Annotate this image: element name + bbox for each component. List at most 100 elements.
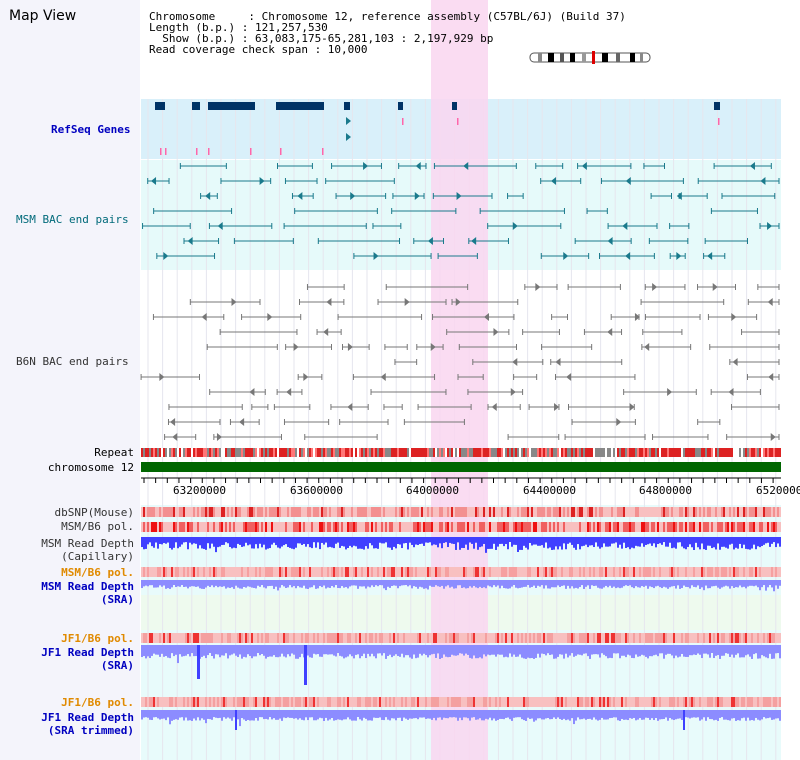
jf1-depth-trimmed-bar xyxy=(143,710,145,718)
jf1-depth-trimmed-bar xyxy=(481,710,483,721)
jf1-b6-pol-strip-2 xyxy=(207,697,209,707)
jf1-depth-trimmed-bar xyxy=(437,710,439,718)
msm-depth-capillary-bar xyxy=(607,537,609,547)
jf1-depth-bar xyxy=(443,645,445,655)
dbsnp-strip xyxy=(651,507,653,517)
repeat-segment xyxy=(255,448,257,457)
msm-b6-pol-strip xyxy=(735,522,737,532)
msm-depth-capillary-bar xyxy=(147,537,149,545)
repeat-segment xyxy=(235,448,237,457)
repeat-segment xyxy=(507,448,509,457)
repeat-segment xyxy=(649,448,651,457)
repeat-segment xyxy=(389,448,391,457)
jf1-depth-bar xyxy=(363,645,365,654)
dbsnp-strip xyxy=(211,507,213,517)
repeat-segment xyxy=(233,448,235,457)
jf1-b6-pol-strip xyxy=(223,633,225,643)
repeat-segment xyxy=(341,448,343,457)
msm-b6-pol-strip-2 xyxy=(731,567,733,577)
repeat-segment xyxy=(217,448,219,457)
jf1-b6-pol-strip xyxy=(361,633,363,643)
msm-depth-capillary-bar xyxy=(305,537,307,547)
msm-b6-pol-strip xyxy=(733,522,735,532)
jf1-depth-trimmed-bar xyxy=(529,710,531,719)
repeat-segment xyxy=(429,448,431,457)
repeat-segment xyxy=(427,448,429,457)
jf1-b6-pol-strip xyxy=(453,633,455,643)
msm-b6-pol-strip xyxy=(553,522,555,532)
dbsnp-strip xyxy=(667,507,669,517)
msm-depth-capillary-bar xyxy=(705,537,707,550)
dbsnp-strip xyxy=(439,507,441,517)
jf1-b6-pol-strip-2 xyxy=(685,697,687,707)
msm-b6-pol-strip-2 xyxy=(585,567,587,577)
dbsnp-strip xyxy=(719,507,721,517)
jf1-b6-pol-strip-2 xyxy=(383,697,385,707)
msm-depth-sra-bar xyxy=(651,580,653,588)
msm-b6-pol-strip xyxy=(559,522,561,532)
msm-depth-capillary-bar xyxy=(173,537,175,548)
msm-b6-pol-strip-2 xyxy=(375,567,377,577)
refseq-gene xyxy=(344,102,350,110)
jf1-b6-pol-strip xyxy=(545,633,547,643)
msm-b6-pol-strip-2 xyxy=(353,567,355,577)
dbsnp-strip xyxy=(471,507,473,517)
jf1-depth-bar xyxy=(209,645,211,654)
chromosome-ideogram[interactable] xyxy=(530,52,650,62)
jf1-depth-bar xyxy=(275,645,277,658)
jf1-depth-trimmed-bar xyxy=(525,710,527,721)
label-msm-bac[interactable]: MSM BAC end pairs xyxy=(16,213,129,226)
msm-depth-capillary-bar xyxy=(651,537,653,546)
dbsnp-strip xyxy=(247,507,249,517)
jf1-b6-pol-strip xyxy=(253,633,255,643)
msm-b6-pol-strip-2 xyxy=(477,567,479,577)
msm-b6-pol-strip-2 xyxy=(649,567,651,577)
msm-b6-pol-strip-2 xyxy=(499,567,501,577)
dbsnp-strip xyxy=(179,507,181,517)
jf1-b6-pol-strip-2 xyxy=(273,697,275,707)
label-refseq-genes[interactable]: RefSeq Genes xyxy=(51,123,131,136)
repeat-segment xyxy=(215,448,217,457)
msm-depth-sra-bar xyxy=(595,580,597,586)
dbsnp-strip xyxy=(761,507,763,517)
msm-b6-pol-strip xyxy=(233,522,235,532)
jf1-b6-pol-strip-2 xyxy=(643,697,645,707)
msm-depth-sra-bar xyxy=(149,580,151,586)
dbsnp-strip xyxy=(319,507,321,517)
msm-b6-pol-strip-2 xyxy=(657,567,659,577)
jf1-depth-trimmed-bar xyxy=(327,710,329,721)
msm-depth-capillary-bar xyxy=(327,537,329,548)
jf1-depth-trimmed-bar xyxy=(203,710,205,720)
jf1-depth-bar xyxy=(223,645,225,656)
repeat-segment xyxy=(461,448,463,457)
jf1-depth-trimmed-bar xyxy=(715,710,717,720)
jf1-b6-pol-strip xyxy=(315,633,317,643)
dbsnp-strip xyxy=(433,507,435,517)
dbsnp-strip xyxy=(765,507,767,517)
jf1-depth-bar xyxy=(285,645,287,658)
jf1-depth-bar xyxy=(293,645,295,655)
dbsnp-strip xyxy=(529,507,531,517)
jf1-depth-trimmed-bar xyxy=(669,710,671,719)
jf1-depth-trimmed-bar xyxy=(181,710,183,718)
repeat-segment xyxy=(609,448,611,457)
msm-depth-capillary-bar xyxy=(559,537,561,547)
jf1-depth-trimmed-bar xyxy=(429,710,431,719)
jf1-depth-bar xyxy=(753,645,755,655)
msm-depth-sra-bar xyxy=(689,580,691,589)
label-b6n-bac[interactable]: B6N BAC end pairs xyxy=(16,355,129,368)
jf1-b6-pol-strip-2 xyxy=(161,697,163,707)
msm-b6-pol-strip-2 xyxy=(359,567,361,577)
msm-b6-pol-strip xyxy=(193,522,195,532)
repeat-segment xyxy=(735,448,737,457)
repeat-segment xyxy=(485,448,487,457)
jf1-b6-pol-strip-2 xyxy=(695,697,697,707)
msm-depth-sra-bar xyxy=(733,580,735,588)
jf1-depth-trimmed-bar xyxy=(755,710,757,718)
msm-depth-sra-bar xyxy=(527,580,529,586)
jf1-b6-pol-strip xyxy=(661,633,663,643)
refseq-gene xyxy=(452,102,457,110)
dbsnp-strip xyxy=(633,507,635,517)
msm-depth-sra-bar xyxy=(329,580,331,588)
jf1-depth-trimmed-bar xyxy=(639,710,641,719)
